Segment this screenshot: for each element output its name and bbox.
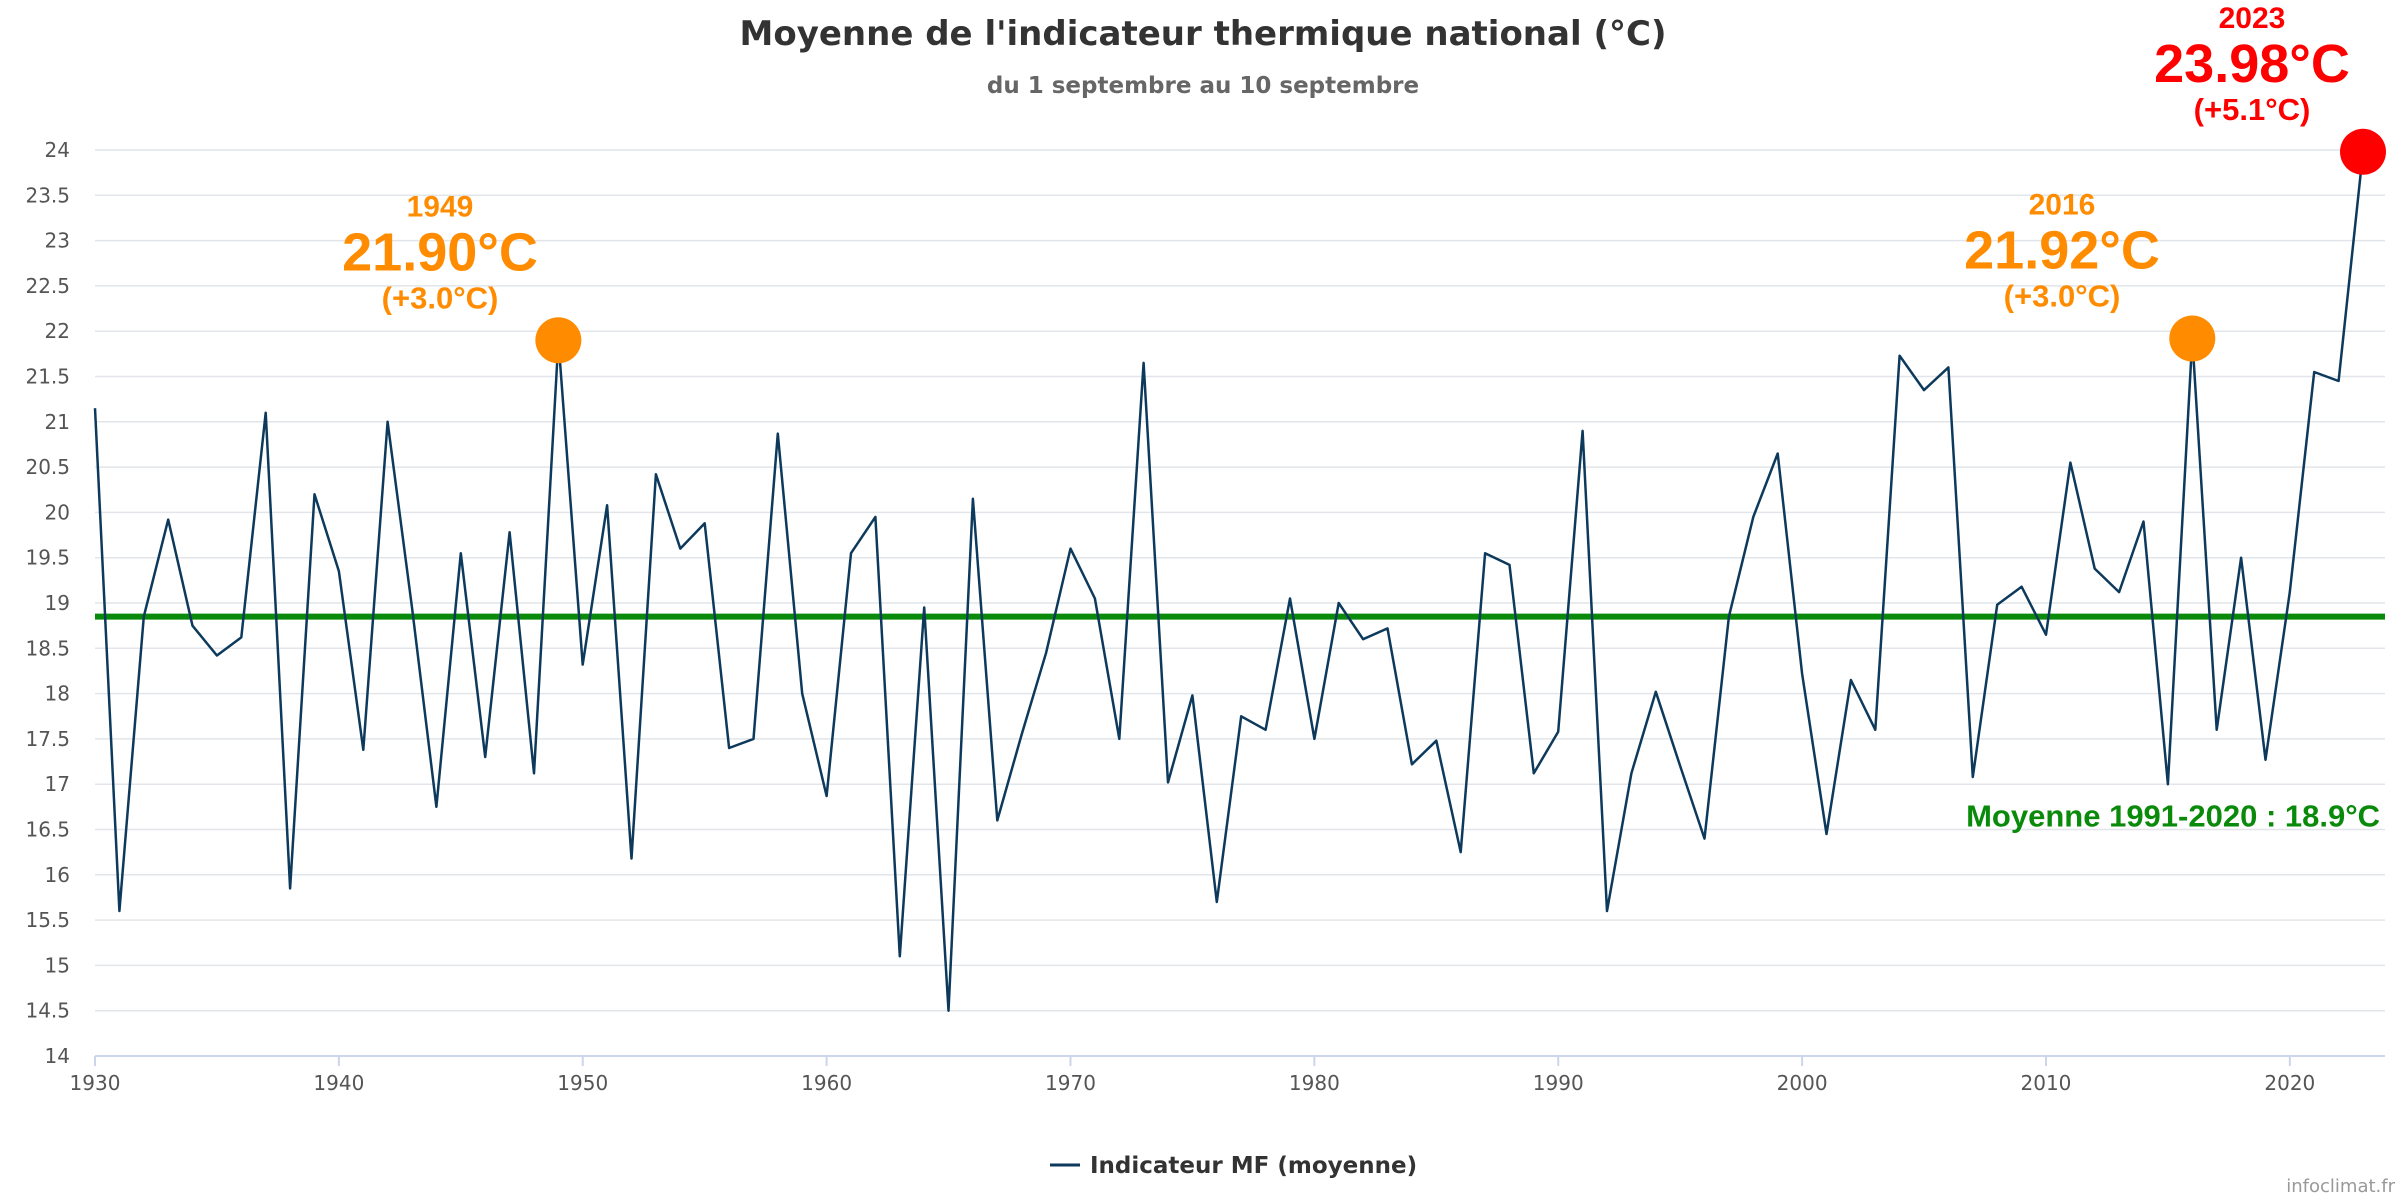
- y-tick-label: 22: [45, 319, 70, 343]
- legend-label[interactable]: Indicateur MF (moyenne): [1090, 1153, 1417, 1179]
- y-tick-label: 23: [45, 229, 70, 253]
- y-tick-label: 23.5: [25, 183, 70, 207]
- x-tick-label: 2000: [1777, 1071, 1828, 1095]
- y-tick-label: 17: [45, 772, 70, 796]
- reference-line-group: Moyenne 1991-2020 : 18.9°C: [95, 613, 2385, 834]
- y-tick-label: 15: [45, 953, 70, 977]
- highlight-anomaly: (+3.0°C): [2004, 278, 2121, 313]
- series-group: [93, 151, 2365, 1012]
- highlight-marker: [535, 317, 582, 364]
- y-tick-label: 21.5: [25, 365, 70, 389]
- x-tick-label: 1960: [801, 1071, 852, 1095]
- highlight-year: 2023: [2219, 2, 2286, 35]
- grid: [95, 149, 2385, 1057]
- y-tick-label: 18: [45, 682, 70, 706]
- highlight-marker: [2169, 315, 2216, 362]
- y-tick-label: 16: [45, 863, 70, 887]
- legend[interactable]: Indicateur MF (moyenne): [1050, 1153, 1417, 1179]
- x-tick-label: 1940: [313, 1071, 364, 1095]
- x-tick-label: 1990: [1533, 1071, 1584, 1095]
- x-tick-label: 1980: [1289, 1071, 1340, 1095]
- y-axis: 14 14.5 15 15.5 16 16.5 17 17.5 18 18.5 19 19.5 20 20…: [25, 138, 70, 1068]
- credit-text: infoclimat.fr: [2286, 1176, 2395, 1197]
- highlight-anomaly: (+3.0°C): [382, 280, 499, 315]
- y-tick-label: 21: [45, 410, 70, 434]
- y-tick-label: 22.5: [25, 274, 70, 298]
- y-tick-label: 15.5: [25, 908, 70, 932]
- highlight-year: 2016: [2029, 188, 2096, 221]
- y-tick-label: 16.5: [25, 818, 70, 842]
- x-tick-label: 2010: [2021, 1071, 2072, 1095]
- x-tick-label: 1930: [70, 1071, 121, 1095]
- x-axis: 1930 1940 1950 1960 1970 1980 1990 2000 2010 2020: [70, 1055, 2385, 1095]
- y-tick-label: 17.5: [25, 727, 70, 751]
- y-tick-label: 14: [45, 1044, 70, 1068]
- y-tick-label: 24: [45, 138, 70, 162]
- reference-line-label: Moyenne 1991-2020 : 18.9°C: [1966, 799, 2380, 834]
- chart-subtitle: du 1 septembre au 10 septembre: [987, 73, 1419, 99]
- chart-title: Moyenne de l'indicateur thermique nation…: [740, 14, 1667, 54]
- highlight-value: 21.90°C: [342, 222, 538, 282]
- y-tick-label: 19: [45, 591, 70, 615]
- highlight-marker: [2340, 128, 2386, 175]
- y-tick-label: 20.5: [25, 455, 70, 479]
- x-tick-label: 1950: [557, 1071, 608, 1095]
- highlight-value: 21.92°C: [1964, 220, 2160, 280]
- highlight-anomaly: (+5.1°C): [2194, 92, 2311, 127]
- x-tick-label: 2020: [2264, 1071, 2315, 1095]
- y-tick-label: 19.5: [25, 546, 70, 570]
- highlight-value: 23.98°C: [2154, 34, 2350, 94]
- y-tick-label: 14.5: [25, 999, 70, 1023]
- highlights-group: 194921.90°C(+3.0°C)201621.92°C(+3.0°C)20…: [342, 2, 2386, 364]
- series-line: [93, 151, 2365, 1012]
- y-tick-label: 18.5: [25, 636, 70, 660]
- highlight-year: 1949: [407, 190, 474, 223]
- y-tick-label: 20: [45, 500, 70, 524]
- x-tick-label: 1970: [1045, 1071, 1096, 1095]
